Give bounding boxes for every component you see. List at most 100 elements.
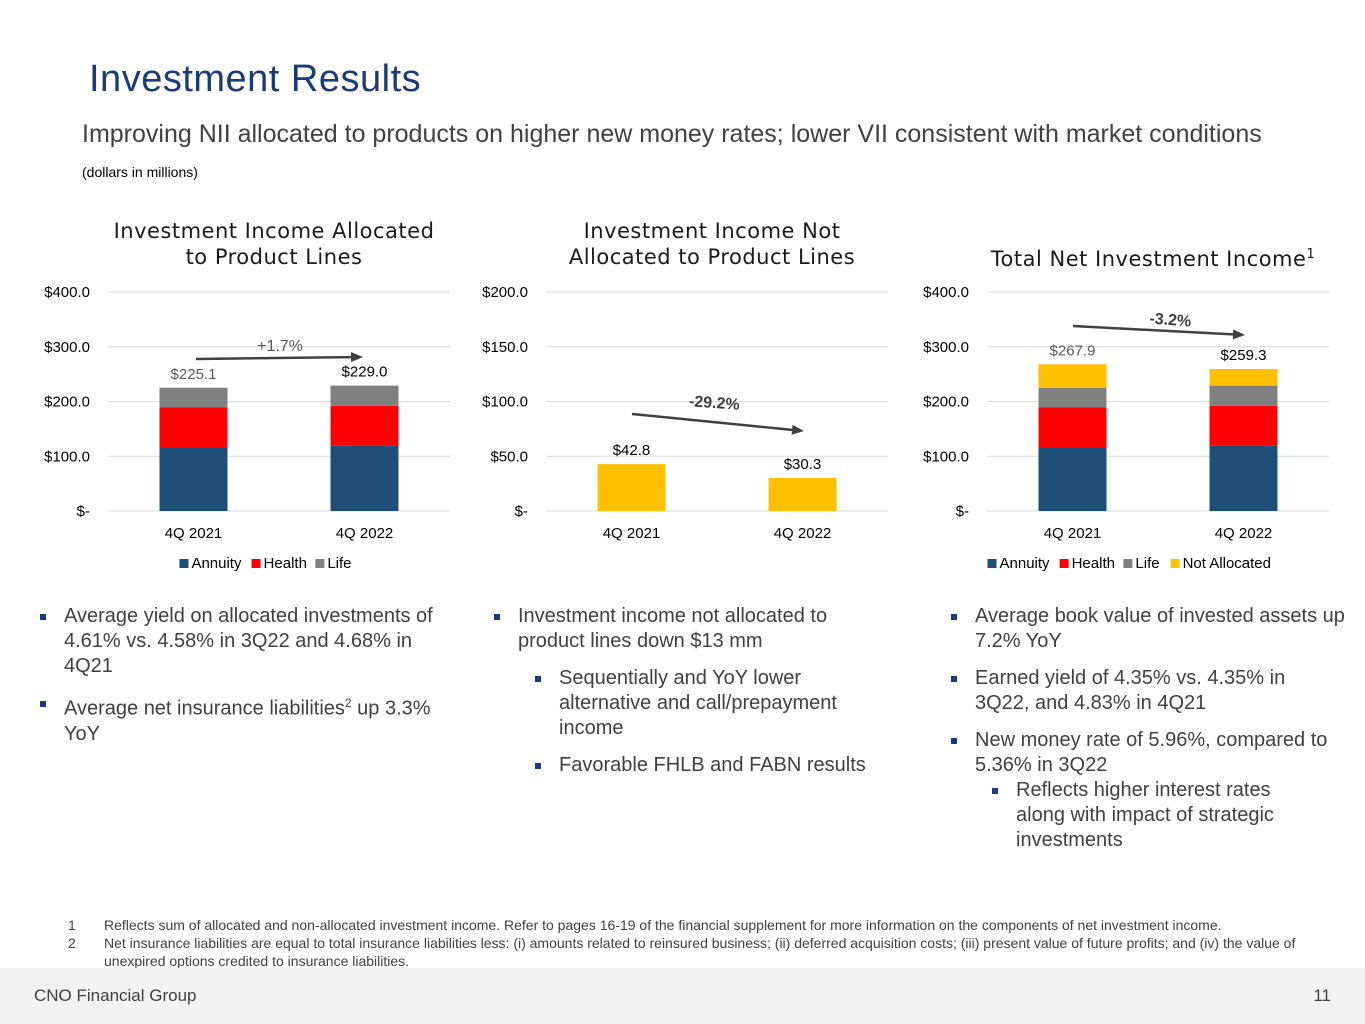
y-tick-label: $- — [77, 503, 90, 520]
legend-label: Annuity — [191, 555, 242, 572]
trend-arrowhead — [350, 352, 363, 363]
y-tick-label: $100.0 — [44, 448, 90, 465]
bar-not-allocated — [1038, 364, 1107, 388]
allocated-income-chart: Investment Income Allocated to Product Li… — [30, 210, 470, 595]
footnote-ref: 2 — [344, 696, 352, 710]
chart-title: Total Net Investment Income1 — [990, 247, 1315, 271]
y-tick-label: $300.0 — [44, 339, 90, 356]
bar-life — [159, 387, 228, 408]
bar-health — [1038, 407, 1107, 448]
bullets-col3: Average book value of invested assets up… — [949, 604, 1345, 865]
bar-not-allocated — [1209, 369, 1278, 386]
footnotes: 1 Reflects sum of allocated and non-allo… — [68, 916, 1330, 970]
sub-bullet-item: Sequentially and YoY lower alternative a… — [533, 666, 892, 741]
change-annotation: +1.7% — [257, 338, 303, 355]
footnote: 2 Net insurance liabilities are equal to… — [68, 934, 1330, 970]
x-tick-label: 4Q 2022 — [774, 525, 832, 542]
not-allocated-income-chart: Investment Income Not Allocated to Produc… — [468, 210, 908, 595]
x-tick-label: 4Q 2021 — [603, 525, 661, 542]
bullet-text: Average net insurance liabilities — [64, 697, 345, 720]
sub-bullet-item: Reflects higher interest rates along wit… — [990, 778, 1306, 853]
legend-label: Health — [1072, 555, 1115, 572]
legend-label: Annuity — [1000, 555, 1051, 572]
y-tick-label: $400.0 — [44, 284, 90, 301]
chart-title: to Product Lines — [186, 245, 363, 269]
trend-arrowhead — [791, 424, 804, 435]
sub-bullet-item: Favorable FHLB and FABN results — [533, 753, 892, 778]
bar-life — [330, 385, 399, 406]
y-tick-label: $- — [956, 503, 969, 520]
chart-title: Investment Income Not — [584, 219, 841, 243]
trend-arrow — [195, 355, 352, 361]
bar-health — [330, 405, 399, 446]
y-tick-label: $200.0 — [923, 394, 969, 411]
y-tick-label: $400.0 — [923, 284, 969, 301]
x-tick-label: 4Q 2021 — [1044, 525, 1102, 542]
x-tick-label: 4Q 2022 — [1215, 525, 1273, 542]
footnote-text: Reflects sum of allocated and non-alloca… — [104, 917, 1222, 933]
trend-arrowhead — [1232, 329, 1245, 340]
legend-swatch — [1123, 559, 1133, 568]
bullets-col2: Investment income not allocated to produ… — [492, 604, 892, 790]
bar-health — [1209, 405, 1278, 446]
bar-total-label: $259.3 — [1221, 347, 1267, 364]
chart-title: Allocated to Product Lines — [569, 245, 855, 269]
y-tick-label: $- — [515, 503, 528, 520]
x-tick-label: 4Q 2021 — [165, 525, 223, 542]
y-tick-label: $200.0 — [482, 284, 528, 301]
change-annotation: -3.2% — [1149, 311, 1192, 331]
total-nii-chart: Total Net Investment Income1 $- $100.0 $200… — [909, 210, 1349, 595]
y-tick-label: $200.0 — [44, 394, 90, 411]
trend-arrow — [1072, 324, 1234, 336]
trend-arrow — [631, 412, 793, 432]
bar-annuity — [1038, 447, 1107, 511]
bar-annuity — [330, 445, 399, 511]
bar-not-allocated — [768, 477, 837, 511]
legend-label: Health — [264, 555, 307, 572]
legend-swatch — [251, 559, 261, 568]
y-tick-label: $150.0 — [482, 339, 528, 356]
y-tick-label: $50.0 — [490, 448, 528, 465]
footer: CNO Financial Group 11 — [0, 968, 1365, 1024]
bullet-item: Average yield on allocated investments o… — [38, 604, 438, 679]
bullet-item: Earned yield of 4.35% vs. 4.35% in 3Q22,… — [949, 666, 1345, 716]
bar-total-label: $225.1 — [171, 366, 217, 383]
legend-label: Life — [1135, 555, 1159, 572]
bar-total-label: $30.3 — [784, 456, 822, 473]
change-annotation: -29.2% — [688, 393, 740, 413]
chart-svg: Total Net Investment Income1 $- $100.0 $200… — [923, 247, 1329, 572]
legend-swatch — [987, 559, 997, 568]
bar-health — [159, 407, 228, 448]
footnote: 1 Reflects sum of allocated and non-allo… — [68, 916, 1330, 934]
page-subtitle: Improving NII allocated to products on h… — [82, 120, 1262, 148]
bar-not-allocated — [597, 464, 666, 511]
chart-title: Investment Income Allocated — [114, 219, 435, 243]
footnote-number: 1 — [68, 917, 76, 933]
y-tick-label: $300.0 — [923, 339, 969, 356]
bullet-item: New money rate of 5.96%, compared to 5.3… — [949, 728, 1345, 778]
bullet-item: Average net insurance liabilities2 up 3.… — [38, 691, 438, 747]
bullet-item: Average book value of invested assets up… — [949, 604, 1345, 654]
bar-life — [1038, 387, 1107, 408]
page-title: Investment Results — [89, 58, 422, 100]
bar-total-label: $229.0 — [342, 364, 388, 381]
legend-swatch — [1059, 559, 1069, 568]
legend-label: Life — [327, 555, 351, 572]
footnote-text: Net insurance liabilities are equal to t… — [104, 935, 1296, 969]
y-tick-label: $100.0 — [482, 394, 528, 411]
bullet-item: Investment income not allocated to produ… — [492, 604, 892, 654]
legend-swatch — [179, 559, 189, 568]
legend-swatch — [1170, 559, 1180, 568]
bar-total-label: $42.8 — [613, 442, 651, 459]
bar-annuity — [159, 447, 228, 511]
title-footnote-ref: 1 — [1306, 247, 1315, 262]
legend-swatch — [315, 559, 325, 568]
page-number: 11 — [1313, 986, 1331, 1005]
bar-total-label: $267.9 — [1050, 342, 1096, 359]
y-tick-label: $100.0 — [923, 448, 969, 465]
units-note: (dollars in millions) — [82, 164, 198, 180]
bar-life — [1209, 385, 1278, 406]
legend-label: Not Allocated — [1183, 555, 1271, 572]
